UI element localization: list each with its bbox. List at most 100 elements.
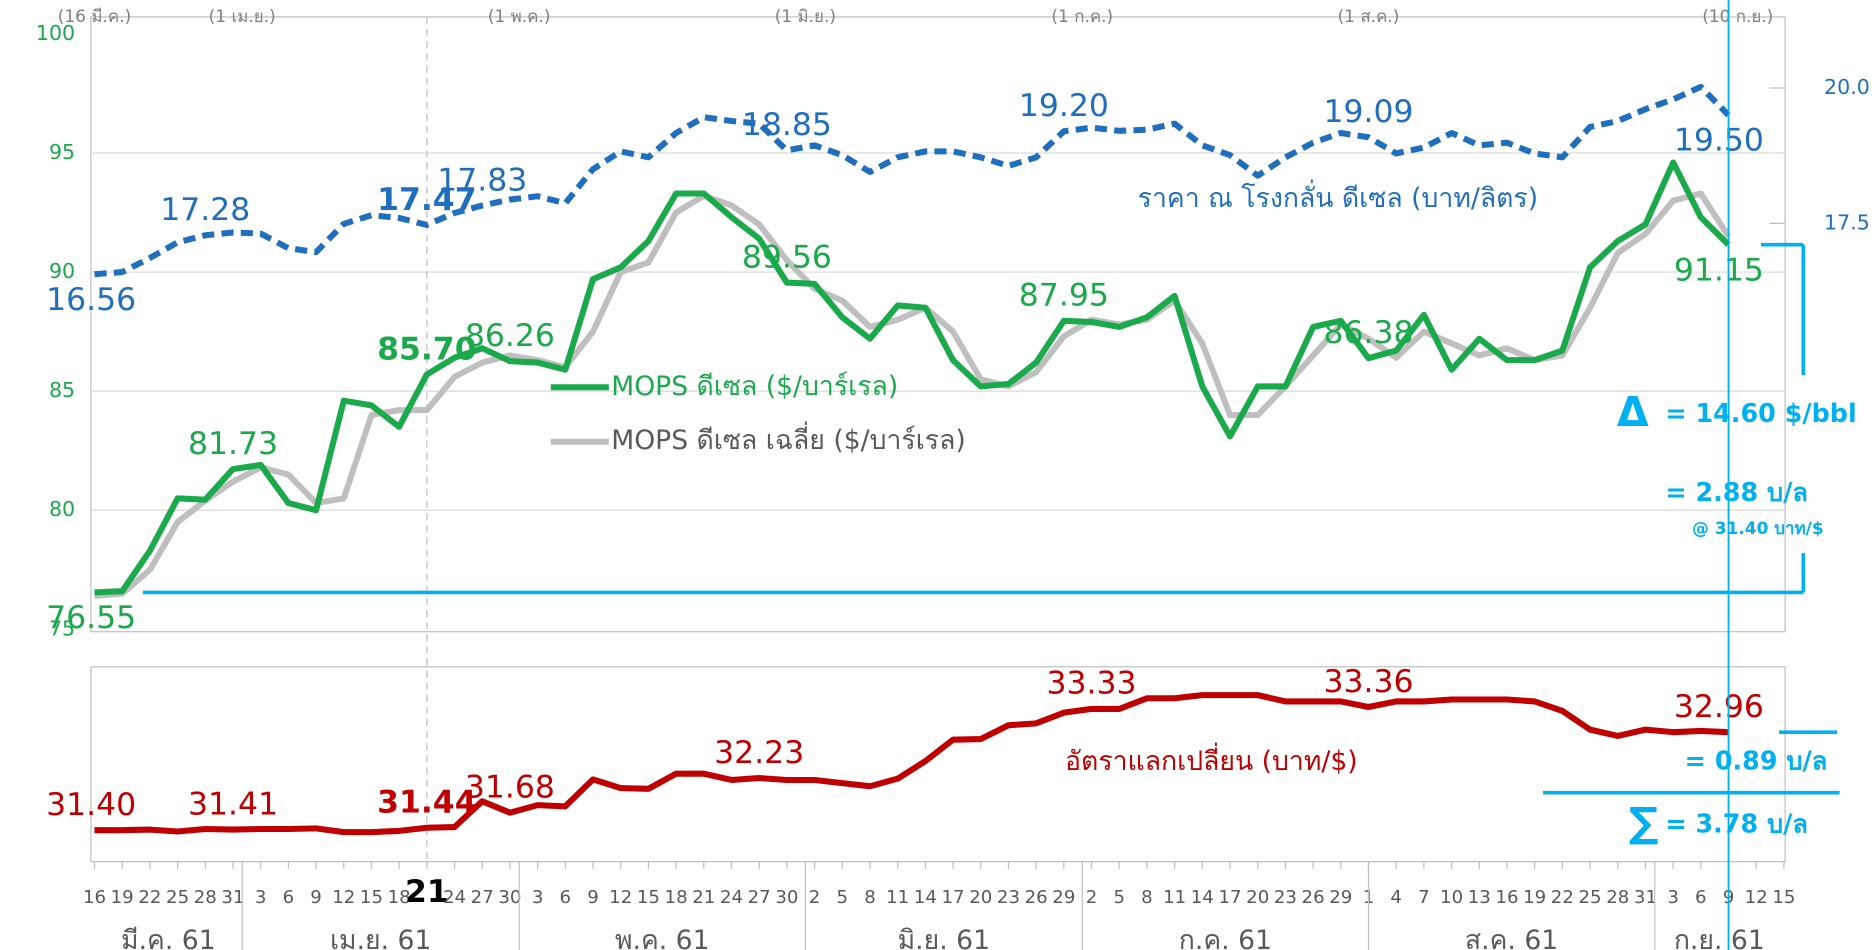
y-tick-label: 80 xyxy=(49,497,75,521)
period-label: (1 เม.ย.) xyxy=(209,6,276,26)
period-label: (10 ก.ย.) xyxy=(1702,6,1773,26)
month-label: พ.ค. 61 xyxy=(615,925,710,950)
month-label: ก.ย. 61 xyxy=(1674,925,1765,950)
value-label: 19.09 xyxy=(1323,94,1413,130)
series-line xyxy=(94,83,1731,278)
x-tick-label: 9 xyxy=(310,887,322,908)
x-tick-label: 14 xyxy=(914,887,937,908)
x-tick-label: 9 xyxy=(587,887,599,908)
x-tick-label: 7 xyxy=(1418,887,1430,908)
x-tick-label: 29 xyxy=(1329,887,1352,908)
x-tick-label: 26 xyxy=(1302,887,1325,908)
x-tick-label: 31 xyxy=(1634,887,1657,908)
month-label: มี.ค. 61 xyxy=(121,925,216,950)
x-tick-label: 5 xyxy=(1113,887,1125,908)
x-tick-label: 14 xyxy=(1191,887,1214,908)
y2-tick-label: 17.5 xyxy=(1824,210,1870,234)
x-tick-label: 27 xyxy=(748,887,771,908)
value-label: 81.73 xyxy=(188,426,278,462)
y-tick-label: 100 xyxy=(36,21,75,45)
x-tick-label: 2 xyxy=(809,887,821,908)
x-tick-label: 28 xyxy=(1606,887,1629,908)
fx-effect: = 0.89 บ/ล xyxy=(1685,745,1828,775)
x-tick-label: 27 xyxy=(471,887,494,908)
x-tick-label: 29 xyxy=(1052,887,1075,908)
period-label: (1 ส.ค.) xyxy=(1338,6,1400,26)
x-tick-label: 15 xyxy=(360,887,383,908)
value-label: 31.44 xyxy=(377,785,477,821)
x-tick-label: 25 xyxy=(166,887,189,908)
x-tick-label: 2 xyxy=(1086,887,1098,908)
value-label: 17.83 xyxy=(437,162,527,198)
x-tick-label: 20 xyxy=(969,887,992,908)
x-tick-label: 17 xyxy=(1218,887,1241,908)
value-label: 33.36 xyxy=(1323,664,1413,700)
value-label: 16.56 xyxy=(46,282,136,318)
delta-symbol: Δ xyxy=(1617,388,1649,436)
value-label: 31.68 xyxy=(465,769,555,805)
value-label: 31.41 xyxy=(188,786,278,822)
value-label: 18.85 xyxy=(742,107,832,143)
value-label: 19.50 xyxy=(1674,123,1764,159)
value-label: 33.33 xyxy=(1047,666,1137,702)
y2-tick-label: 20.0 xyxy=(1824,75,1870,99)
period-label: (1 ก.ค.) xyxy=(1051,6,1113,26)
x-tick-label: 17 xyxy=(942,887,965,908)
series-name: อัตราแลกเปลี่ยน (บาท/$) xyxy=(1065,742,1358,777)
value-label: 86.26 xyxy=(465,318,555,354)
x-tick-label: 18 xyxy=(388,887,411,908)
x-tick-label: 5 xyxy=(837,887,849,908)
x-tick-label: 22 xyxy=(1551,887,1574,908)
x-tick-label: 12 xyxy=(1745,887,1768,908)
x-tick-label: 8 xyxy=(1141,887,1153,908)
bottom-frame xyxy=(90,666,1786,863)
x-tick-label: 15 xyxy=(637,887,660,908)
x-tick-label: 3 xyxy=(532,887,544,908)
value-label: 85.70 xyxy=(377,331,477,367)
sum-symbol: ∑ xyxy=(1629,798,1659,846)
x-tick-label: 21 xyxy=(692,887,715,908)
month-label: เม.ย. 61 xyxy=(330,925,431,950)
x-tick-label: 22 xyxy=(138,887,161,908)
period-label: (16 มี.ค.) xyxy=(58,6,131,26)
x-tick-label: 30 xyxy=(498,887,521,908)
delta-thb: = 2.88 บ/ล xyxy=(1665,477,1808,507)
x-tick-label: 24 xyxy=(443,887,466,908)
month-label: มิ.ย. 61 xyxy=(898,925,990,950)
x-tick-label: 12 xyxy=(609,887,632,908)
x-tick-label: 23 xyxy=(1274,887,1297,908)
x-tick-label: 26 xyxy=(1025,887,1048,908)
x-tick-label: 31 xyxy=(221,887,244,908)
top-frame xyxy=(90,16,1786,633)
series-name: MOPS ดีเซล ($/บาร์เรล) xyxy=(611,371,898,402)
x-tick-label: 20 xyxy=(1246,887,1269,908)
x-tick-label: 21 xyxy=(405,874,449,910)
period-label: (1 มิ.ย.) xyxy=(775,6,836,26)
y-tick-label: 75 xyxy=(49,616,75,640)
x-tick-label: 6 xyxy=(560,887,572,908)
x-tick-label: 19 xyxy=(1523,887,1546,908)
value-label: 19.20 xyxy=(1019,88,1109,124)
fx-note: @ 31.40 บาท/$ xyxy=(1692,518,1824,538)
series-name: MOPS ดีเซล เฉลี่ย ($/บาร์เรล) xyxy=(611,421,966,456)
x-tick-label: 28 xyxy=(194,887,217,908)
x-tick-label: 8 xyxy=(864,887,876,908)
x-tick-label: 24 xyxy=(720,887,743,908)
value-label: 86.38 xyxy=(1323,315,1413,351)
month-label: ส.ค. 61 xyxy=(1465,925,1558,950)
y-tick-label: 95 xyxy=(49,140,75,164)
value-label: 91.15 xyxy=(1674,252,1764,288)
x-tick-label: 10 xyxy=(1440,887,1463,908)
x-tick-label: 25 xyxy=(1579,887,1602,908)
x-tick-label: 30 xyxy=(775,887,798,908)
value-label: 76.55 xyxy=(46,600,136,636)
y-tick-label: 90 xyxy=(49,259,75,283)
x-tick-label: 6 xyxy=(283,887,295,908)
x-tick-label: 11 xyxy=(1163,887,1186,908)
x-tick-label: 13 xyxy=(1468,887,1491,908)
x-tick-label: 18 xyxy=(665,887,688,908)
series-line xyxy=(94,190,1732,599)
month-label: ก.ค. 61 xyxy=(1179,925,1272,950)
x-tick-label: 12 xyxy=(332,887,355,908)
